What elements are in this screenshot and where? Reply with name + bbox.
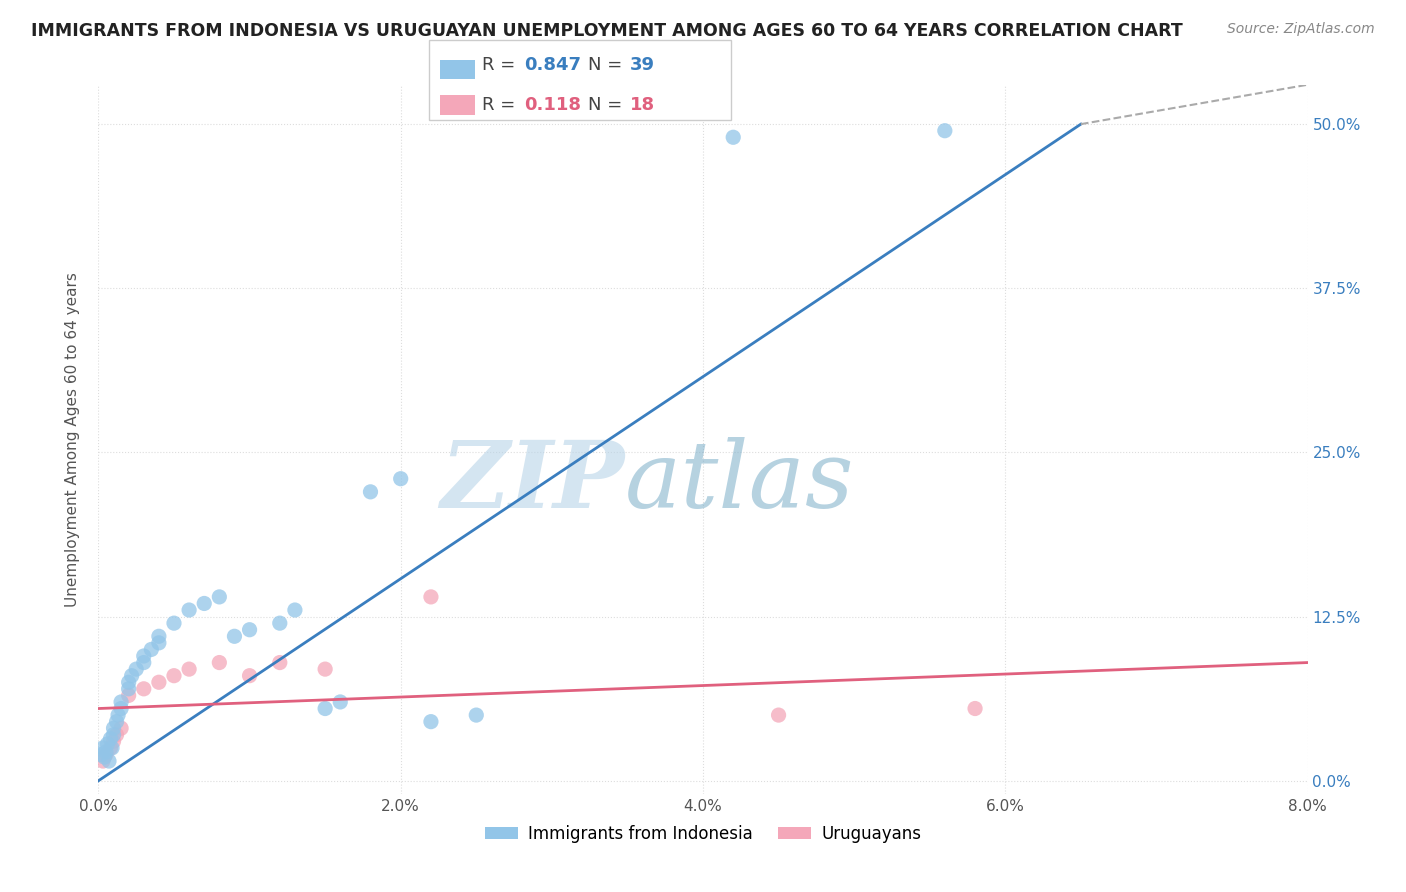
Text: 18: 18: [630, 96, 655, 114]
Point: [93, 750, 115, 764]
Point: [103, 721, 125, 735]
Legend: Immigrants from Indonesia, Uruguayans: Immigrants from Indonesia, Uruguayans: [478, 818, 928, 849]
Point: [179, 662, 201, 676]
Point: [208, 590, 231, 604]
Point: [269, 616, 291, 631]
Point: [91, 754, 114, 768]
Point: [105, 728, 128, 742]
Text: N =: N =: [588, 96, 627, 114]
Point: [118, 675, 141, 690]
Point: [132, 681, 155, 696]
Point: [148, 629, 170, 643]
Point: [141, 642, 163, 657]
Point: [269, 656, 291, 670]
Point: [98, 754, 121, 768]
Text: 39: 39: [630, 56, 655, 74]
Point: [163, 669, 186, 683]
Point: [314, 662, 336, 676]
Point: [208, 656, 231, 670]
Text: Source: ZipAtlas.com: Source: ZipAtlas.com: [1227, 22, 1375, 37]
Point: [965, 701, 987, 715]
Text: 0.118: 0.118: [524, 96, 582, 114]
Point: [96, 737, 118, 751]
Point: [110, 695, 132, 709]
Text: atlas: atlas: [624, 437, 853, 527]
Point: [118, 681, 141, 696]
Point: [110, 701, 132, 715]
Point: [768, 708, 790, 723]
Point: [90, 747, 112, 762]
Point: [125, 662, 148, 676]
Point: [723, 130, 745, 145]
Text: R =: R =: [482, 56, 522, 74]
Text: N =: N =: [588, 56, 627, 74]
Point: [465, 708, 488, 723]
Point: [103, 734, 125, 748]
Point: [94, 745, 117, 759]
Point: [420, 590, 443, 604]
Point: [934, 124, 956, 138]
Point: [105, 714, 128, 729]
Point: [389, 472, 412, 486]
Point: [239, 669, 262, 683]
Point: [101, 740, 124, 755]
Point: [284, 603, 307, 617]
Point: [132, 648, 155, 663]
Point: [148, 636, 170, 650]
Point: [193, 597, 215, 611]
Point: [179, 603, 201, 617]
Point: [329, 695, 352, 709]
Point: [224, 629, 246, 643]
Point: [100, 731, 122, 746]
Point: [91, 740, 114, 755]
Point: [100, 740, 122, 755]
Point: [103, 728, 125, 742]
Point: [163, 616, 186, 631]
Text: R =: R =: [482, 96, 522, 114]
Point: [148, 675, 170, 690]
Text: ZIP: ZIP: [440, 437, 624, 527]
Point: [360, 484, 382, 499]
Y-axis label: Unemployment Among Ages 60 to 64 years: Unemployment Among Ages 60 to 64 years: [65, 272, 80, 607]
Text: IMMIGRANTS FROM INDONESIA VS URUGUAYAN UNEMPLOYMENT AMONG AGES 60 TO 64 YEARS CO: IMMIGRANTS FROM INDONESIA VS URUGUAYAN U…: [31, 22, 1182, 40]
Point: [110, 721, 132, 735]
Point: [132, 656, 155, 670]
Text: 0.847: 0.847: [524, 56, 582, 74]
Point: [118, 689, 141, 703]
Point: [420, 714, 443, 729]
Point: [94, 747, 117, 762]
Point: [107, 708, 129, 723]
Point: [314, 701, 336, 715]
Point: [239, 623, 262, 637]
Point: [121, 669, 143, 683]
